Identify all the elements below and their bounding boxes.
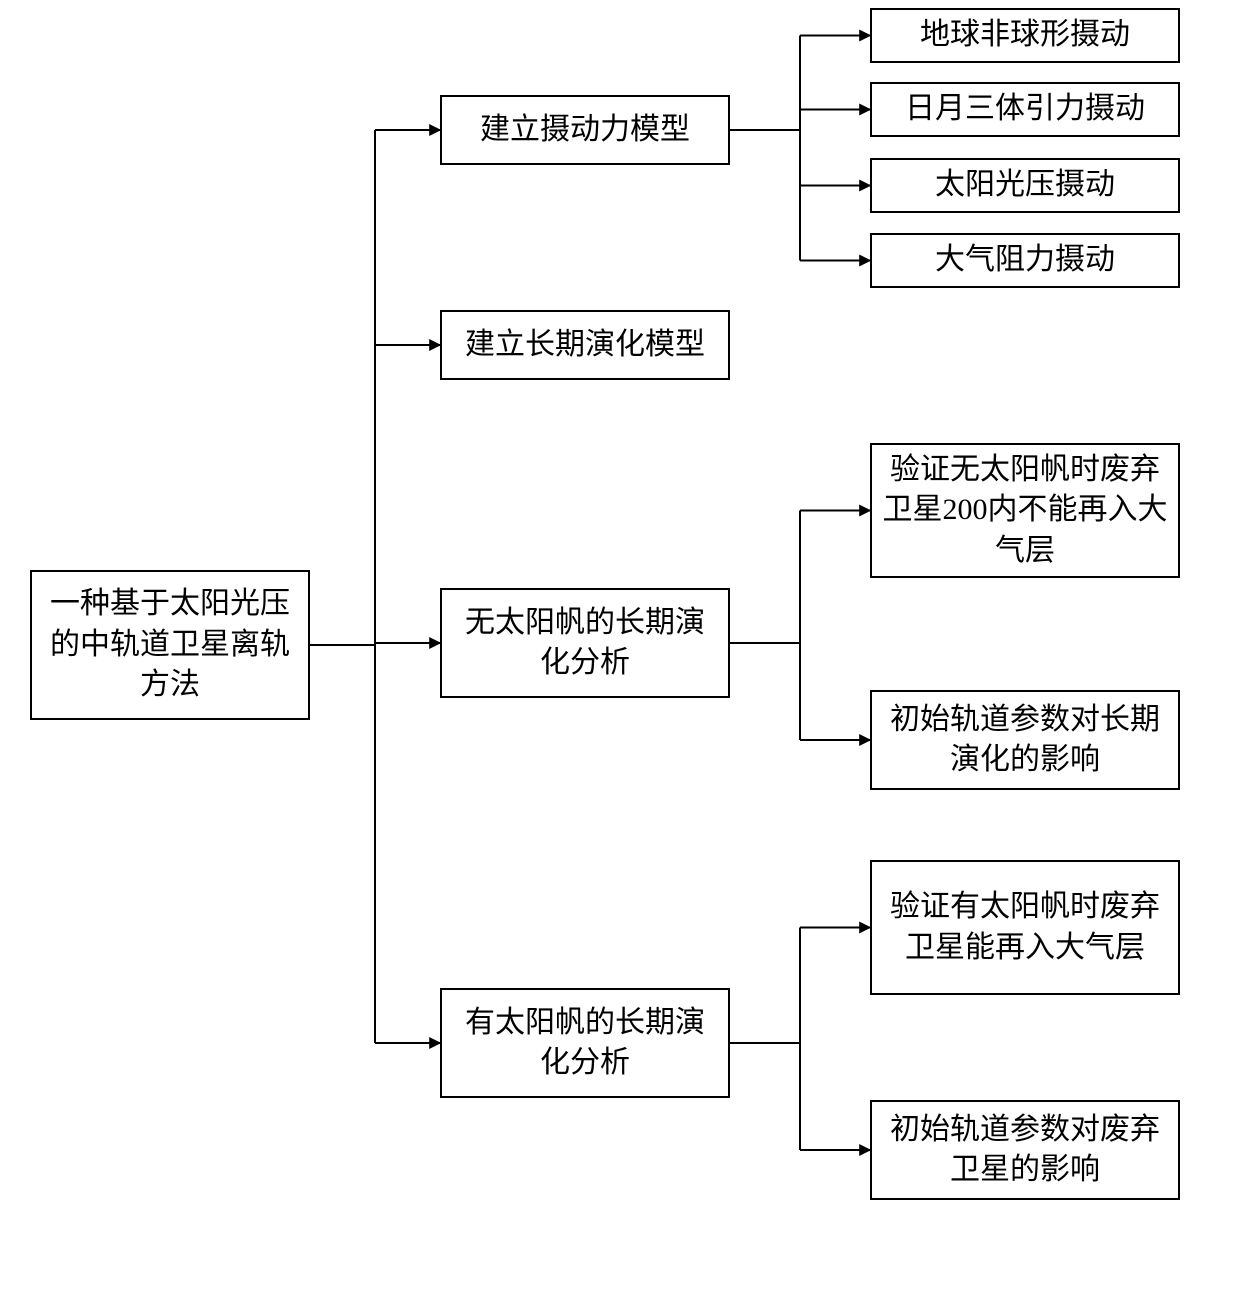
node-label-m2: 建立长期演化模型	[465, 325, 705, 366]
node-label-m1s1: 地球非球形摄动	[920, 15, 1130, 56]
node-label-m4s1: 验证有太阳帆时废弃卫星能再入大气层	[882, 887, 1168, 968]
node-m1s2: 日月三体引力摄动	[870, 82, 1180, 137]
node-m4: 有太阳帆的长期演化分析	[440, 988, 730, 1098]
node-m2: 建立长期演化模型	[440, 310, 730, 380]
node-label-m1s2: 日月三体引力摄动	[905, 89, 1145, 130]
node-m1s3: 太阳光压摄动	[870, 158, 1180, 213]
node-label-m3s2: 初始轨道参数对长期演化的影响	[882, 700, 1168, 781]
node-label-m4: 有太阳帆的长期演化分析	[452, 1003, 718, 1084]
node-label-m1s3: 太阳光压摄动	[935, 165, 1115, 206]
node-label-m1: 建立摄动力模型	[480, 110, 690, 151]
node-m1: 建立摄动力模型	[440, 95, 730, 165]
node-label-m1s4: 大气阻力摄动	[935, 240, 1115, 281]
node-m4s1: 验证有太阳帆时废弃卫星能再入大气层	[870, 860, 1180, 995]
node-label-m3s1: 验证无太阳帆时废弃卫星200内不能再入大气层	[882, 450, 1168, 572]
node-m3s1: 验证无太阳帆时废弃卫星200内不能再入大气层	[870, 443, 1180, 578]
node-m1s1: 地球非球形摄动	[870, 8, 1180, 63]
node-label-m3: 无太阳帆的长期演化分析	[452, 603, 718, 684]
node-m4s2: 初始轨道参数对废弃卫星的影响	[870, 1100, 1180, 1200]
node-m3: 无太阳帆的长期演化分析	[440, 588, 730, 698]
node-root: 一种基于太阳光压的中轨道卫星离轨方法	[30, 570, 310, 720]
node-m1s4: 大气阻力摄动	[870, 233, 1180, 288]
node-label-root: 一种基于太阳光压的中轨道卫星离轨方法	[42, 584, 298, 706]
node-m3s2: 初始轨道参数对长期演化的影响	[870, 690, 1180, 790]
node-label-m4s2: 初始轨道参数对废弃卫星的影响	[882, 1110, 1168, 1191]
